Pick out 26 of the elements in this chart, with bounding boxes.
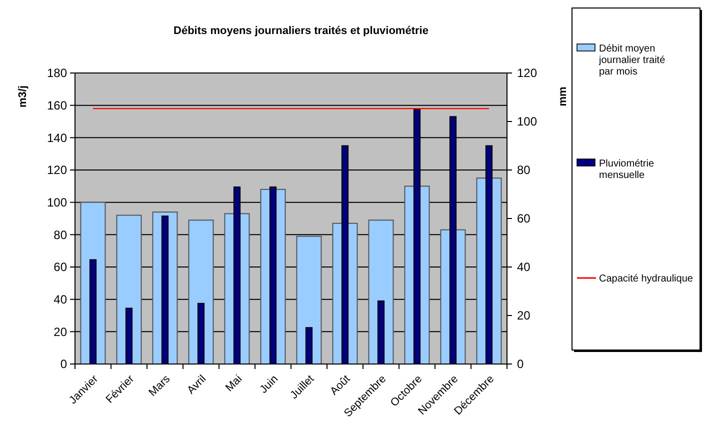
x-tick-label: Mai — [224, 373, 245, 394]
y2-tick-label: 100 — [517, 114, 538, 129]
y2-tick-label: 0 — [517, 357, 524, 372]
y-axis-title: m3/j — [17, 85, 29, 108]
y2-tick-label: 120 — [517, 66, 538, 80]
y-tick-label: 120 — [46, 163, 68, 178]
legend-label: Pluviométrie mensuelle — [599, 158, 654, 181]
y2-tick-label: 80 — [517, 163, 531, 178]
y2-tick-label: 60 — [517, 212, 531, 226]
y-tick-label: 100 — [46, 196, 68, 210]
y2-axis-title: mm — [557, 86, 569, 106]
y-tick-label: 0 — [60, 357, 68, 372]
y2-tick-label: 20 — [517, 308, 531, 323]
legend-label: Débit moyen journalier traité par mois — [598, 44, 666, 78]
y-tick-label: 80 — [54, 228, 68, 242]
y-tick-label: 20 — [54, 324, 68, 339]
chart-title: Débits moyens journaliers traités et pluviométrie — [174, 25, 428, 37]
y-tick-label: 160 — [46, 98, 68, 113]
y-tick-label: 180 — [46, 66, 68, 80]
y-tick-label: 140 — [46, 130, 68, 145]
bar — [296, 236, 322, 364]
y-tick-label: 60 — [54, 260, 68, 274]
x-tick-label: Juin — [258, 373, 281, 396]
y2-tick-label: 40 — [517, 260, 531, 274]
legend-label: Capacité hydraulique — [599, 274, 694, 284]
y-tick-label: 40 — [54, 292, 68, 307]
